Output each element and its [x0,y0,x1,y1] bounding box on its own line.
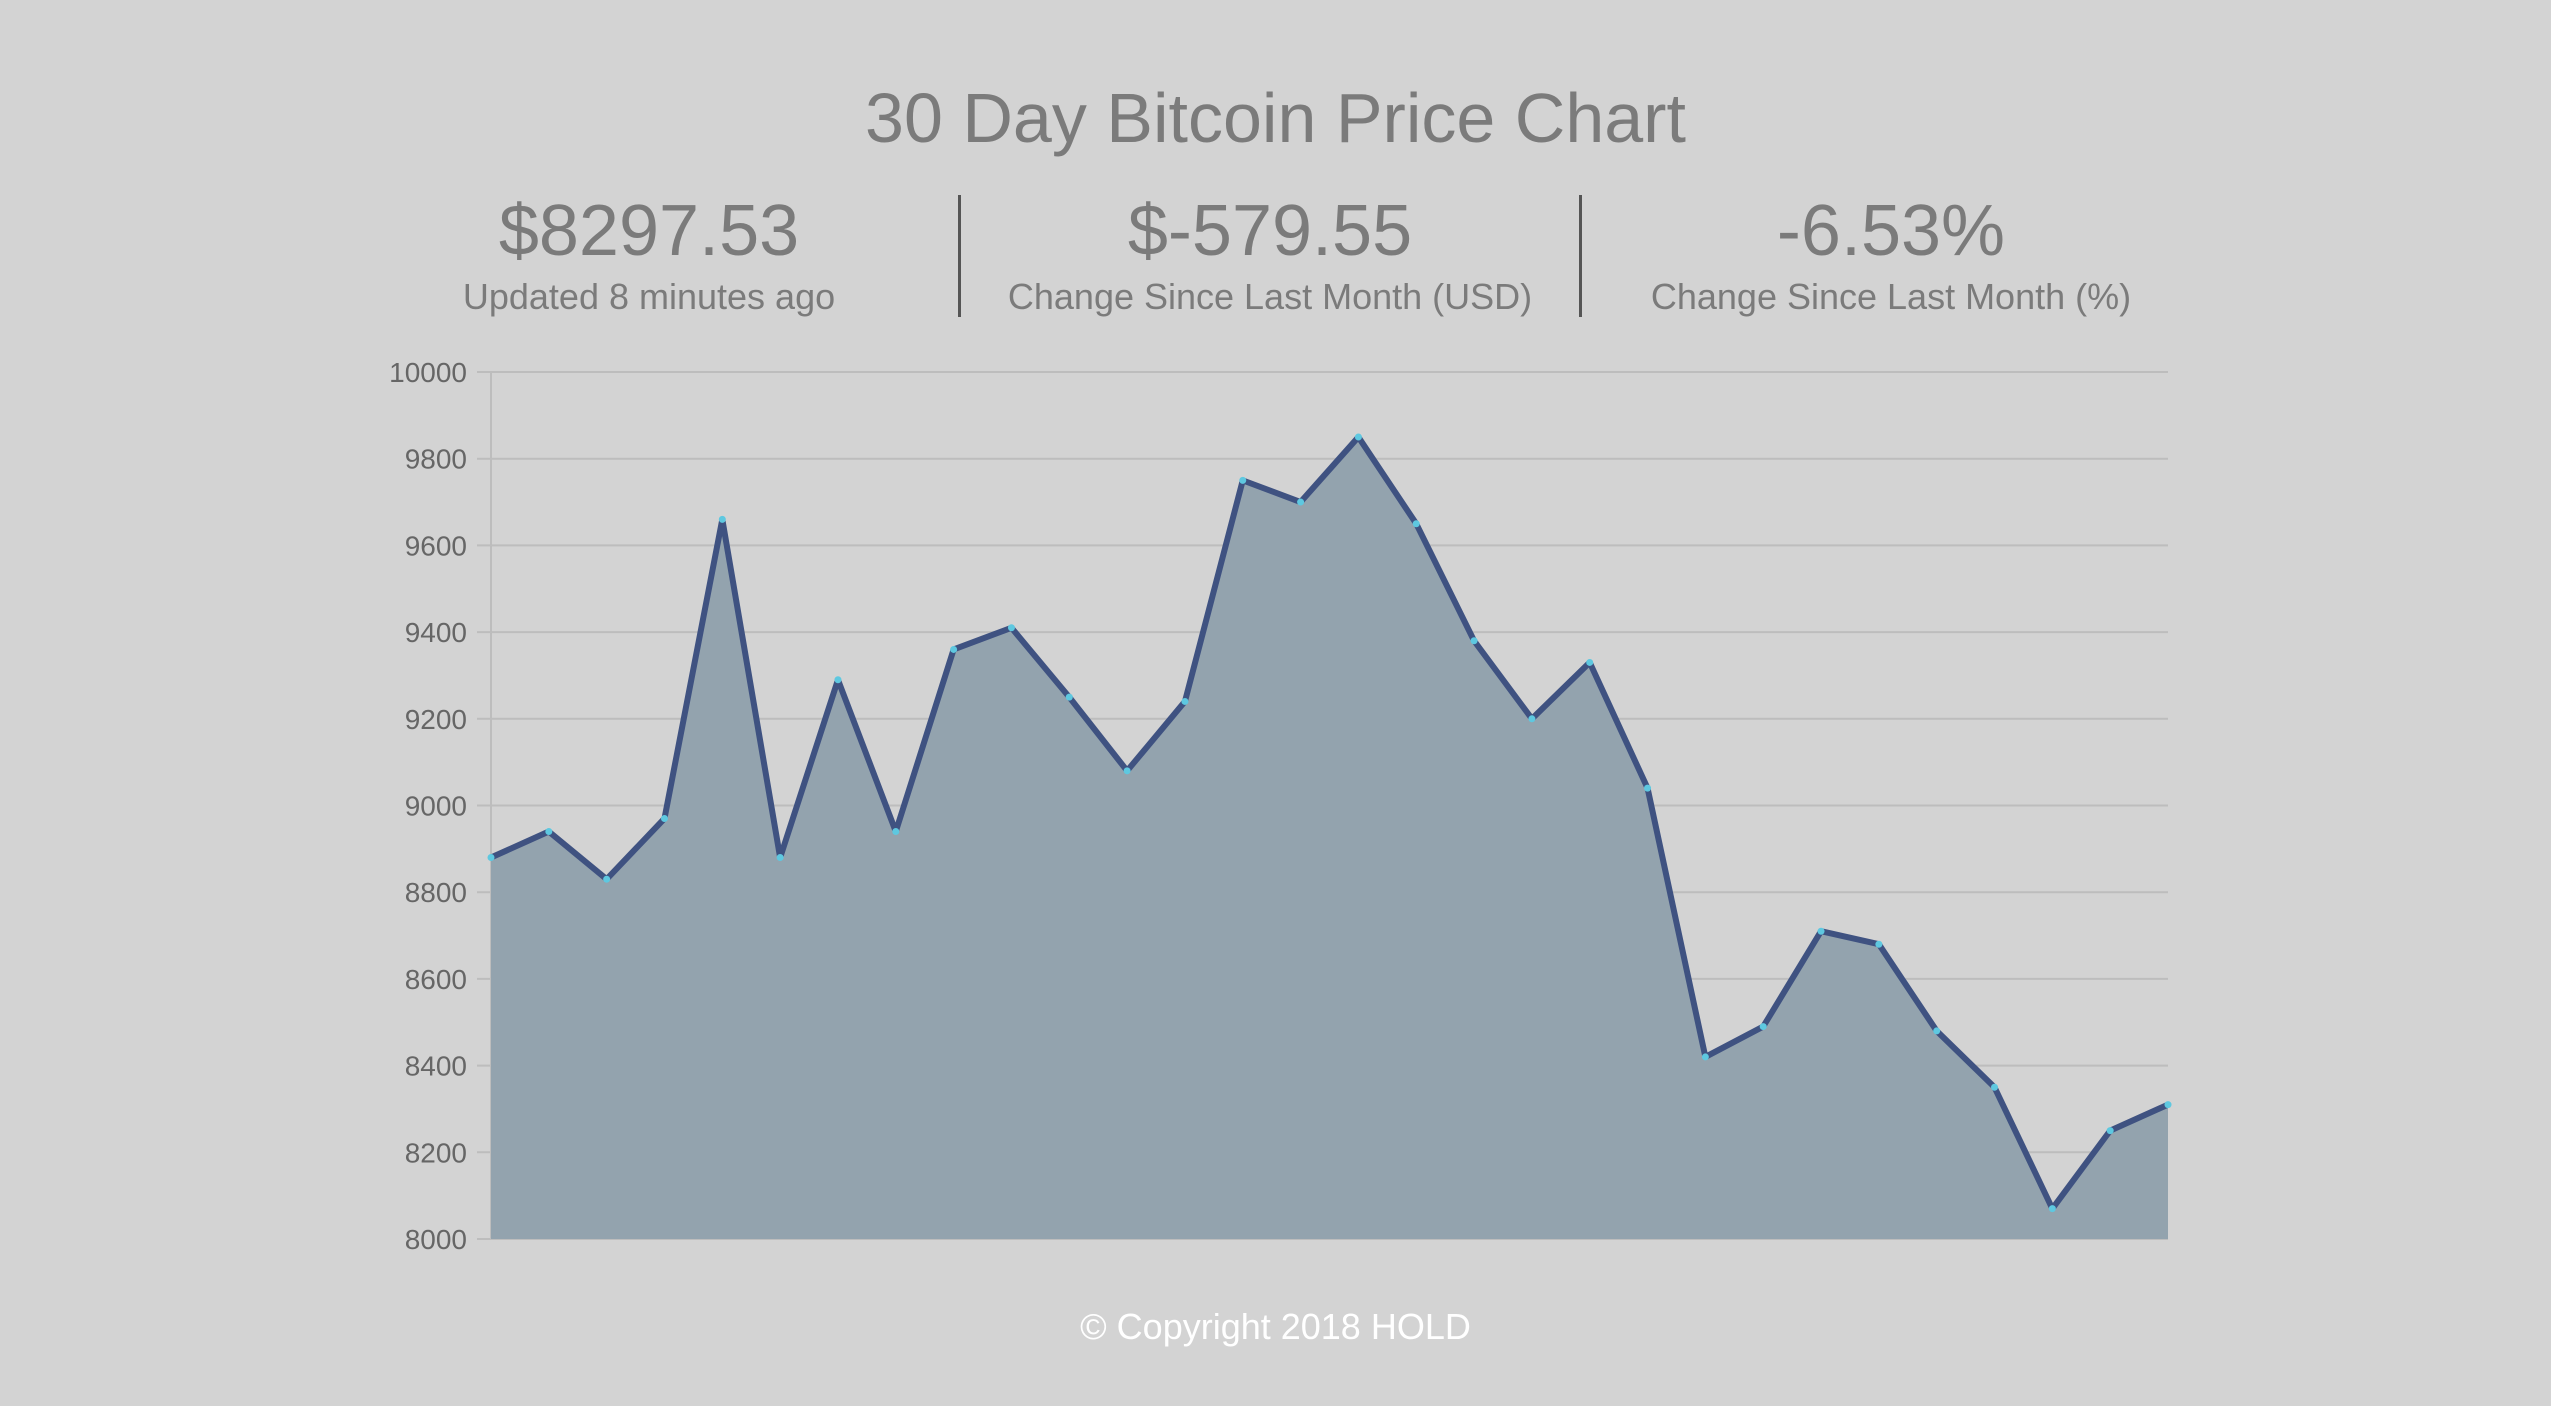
data-point [1817,927,1825,935]
data-point [1412,520,1420,528]
change-percent-label: Change Since Last Month (%) [1650,276,2132,317]
data-point [487,854,495,862]
data-point [950,645,958,653]
data-point [1007,624,1015,632]
copyright-footer: © Copyright 2018 HOLD [1080,1306,1471,1347]
current-price-value: $8297.53 [498,191,800,271]
stat-change-percent: -6.53% Change Since Last Month (%) [1579,195,2200,317]
change-usd-value: $-579.55 [1127,191,1413,271]
y-tick-label: 10000 [389,357,467,388]
data-point [1701,1053,1709,1061]
y-tick-label: 9600 [405,530,467,561]
price-chart: 10000 9800 9600 9400 9200 9000 8800 8600 8400 820… [389,357,2172,1255]
y-tick-label: 8800 [405,877,467,908]
price-area [491,437,2168,1239]
y-tick-label: 8200 [405,1137,467,1168]
data-point [1528,715,1536,723]
y-tick-label: 9400 [405,617,467,648]
data-point [1644,784,1652,792]
data-point [834,676,842,684]
data-point [2048,1205,2056,1213]
y-axis: 10000 9800 9600 9400 9200 9000 8800 8600 8400 820… [389,357,467,1255]
point-layer [487,433,2172,1213]
data-point [1991,1083,1999,1091]
data-point [1181,697,1189,705]
y-tick-label: 9800 [405,444,467,475]
stats-bar: $8297.53 Updated 8 minutes ago $-579.55 … [340,195,2200,317]
data-point [1586,658,1594,666]
data-point [1933,1027,1941,1035]
data-point [1123,767,1131,775]
data-point [1065,693,1073,701]
stat-current-price: $8297.53 Updated 8 minutes ago [340,195,958,317]
data-point [660,815,668,823]
data-point [545,828,553,836]
line-layer [488,434,2171,1212]
data-point [1759,1023,1767,1031]
y-tick-label: 8400 [405,1051,467,1082]
stat-change-usd: $-579.55 Change Since Last Month (USD) [958,195,1579,317]
data-point [603,875,611,883]
data-point [776,854,784,862]
y-tick-label: 8600 [405,964,467,995]
y-tick-label: 9200 [405,704,467,735]
price-line [488,434,2171,1212]
y-tick-label: 9000 [405,791,467,822]
data-point [2106,1127,2114,1135]
data-point [2164,1101,2172,1109]
change-percent-value: -6.53% [1776,191,2006,271]
data-point [1354,433,1362,441]
data-point [892,828,900,836]
data-point [1297,498,1305,506]
data-point [718,515,726,523]
data-point [1875,940,1883,948]
area-layer [491,437,2168,1239]
change-usd-label: Change Since Last Month (USD) [1007,276,1533,317]
data-point [1239,476,1247,484]
current-price-label: Updated 8 minutes ago [462,276,836,317]
y-tick-label: 8000 [405,1224,467,1255]
chart-title: 30 Day Bitcoin Price Chart [865,79,1686,157]
data-point [1470,637,1478,645]
